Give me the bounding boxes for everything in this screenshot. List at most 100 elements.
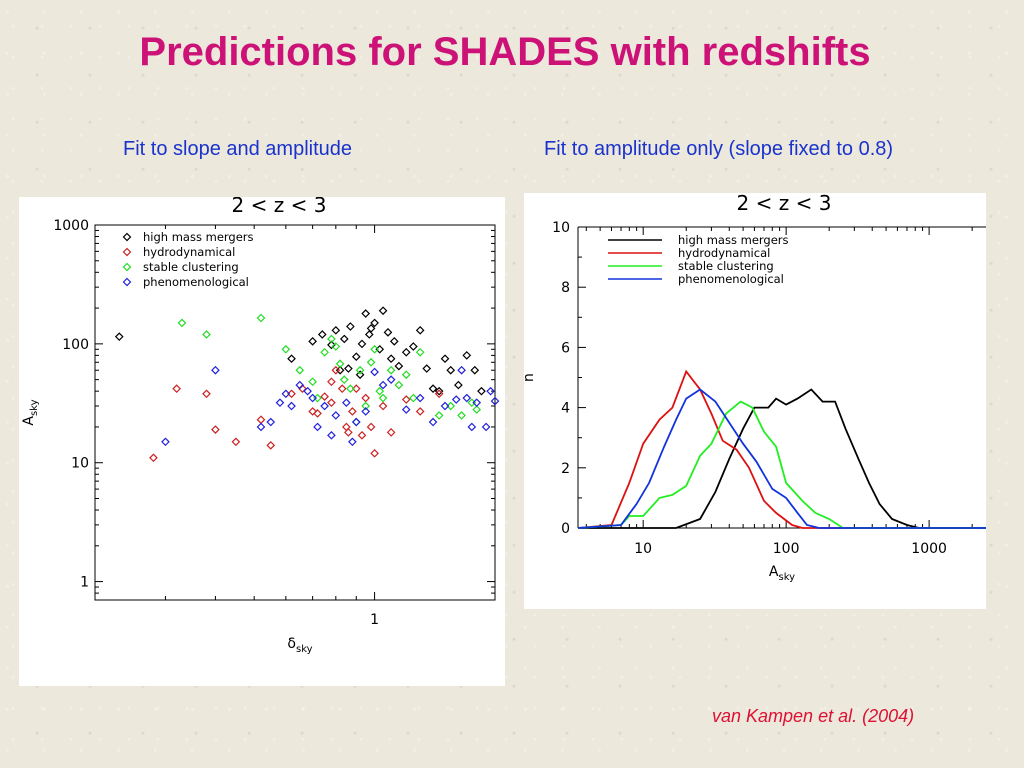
data-point: [454, 380, 463, 390]
data-point: [281, 344, 291, 354]
legend-marker: [122, 262, 132, 272]
y-tick-label: 10: [552, 220, 570, 236]
data-point: [457, 411, 466, 420]
data-point: [177, 318, 187, 328]
data-point: [308, 393, 317, 403]
data-point: [375, 386, 385, 396]
series-line: [578, 388, 986, 529]
data-point: [287, 401, 296, 411]
data-point: [337, 384, 347, 393]
data-point: [327, 340, 336, 350]
data-point: [320, 401, 329, 411]
data-point: [339, 334, 349, 344]
data-point: [451, 395, 461, 404]
data-point: [470, 365, 480, 375]
right-chart-caption: Fit to amplitude only (slope fixed to 0.…: [544, 138, 894, 160]
data-point: [409, 393, 418, 403]
data-point: [266, 417, 276, 427]
data-point: [428, 417, 438, 427]
data-point: [401, 347, 411, 357]
data-point: [149, 453, 158, 463]
data-point: [378, 393, 388, 403]
legend-label: high mass mergers: [678, 233, 789, 247]
data-point: [401, 405, 411, 414]
data-point: [331, 342, 341, 351]
data-point: [287, 389, 296, 399]
data-point: [428, 384, 438, 393]
data-point: [401, 370, 411, 380]
data-point: [462, 393, 472, 403]
data-point: [320, 347, 329, 357]
line-chart-title: 2 < z < 3: [737, 193, 832, 215]
data-point: [361, 309, 371, 318]
scatter-chart-panel: 2 < z < 3 1 10 100 1000 1 δsky Asky high mass me…: [19, 197, 505, 686]
data-point: [351, 384, 361, 393]
scatter-chart: 2 < z < 3 1 10 100 1000 1 δsky Asky high mass me…: [21, 197, 500, 655]
data-point: [472, 398, 482, 408]
data-point: [313, 393, 322, 403]
legend-marker: [122, 247, 132, 257]
data-point: [386, 375, 396, 384]
data-point: [256, 422, 266, 432]
slide-title: Predictions for SHADES with redshifts: [139, 30, 871, 74]
y-tick-label: 0: [561, 521, 570, 537]
data-point: [415, 347, 425, 357]
series-line: [577, 388, 986, 529]
data-point: [446, 401, 456, 411]
data-point: [457, 365, 466, 375]
data-point: [327, 398, 336, 408]
data-point: [211, 425, 220, 434]
data-point: [331, 325, 341, 335]
data-point: [394, 361, 404, 371]
data-point: [275, 398, 285, 408]
y-tick-label: 4: [561, 401, 570, 417]
data-point: [383, 327, 393, 337]
data-point: [346, 384, 355, 393]
data-point: [348, 407, 357, 416]
y-axis-label: n: [524, 373, 537, 382]
data-point: [477, 386, 486, 396]
data-point: [378, 380, 388, 390]
data-point: [161, 437, 170, 447]
data-point: [256, 313, 266, 323]
line-chart: 2 < z < 3 0 2 4 6 8 10 10 100 1000 Asky n high mass …: [524, 193, 986, 583]
y-tick-label: 8: [561, 280, 570, 296]
data-point: [281, 389, 291, 399]
x-tick-label: 10: [634, 541, 652, 557]
data-point: [317, 330, 327, 339]
legend-label: hydrodynamical: [678, 246, 770, 260]
legend-label: high mass mergers: [143, 230, 254, 244]
y-tick-label: 6: [561, 340, 570, 356]
x-tick-label: 1000: [911, 541, 947, 557]
data-point: [366, 357, 376, 367]
legend-label: phenomenological: [678, 272, 784, 286]
data-point: [415, 325, 425, 335]
data-point: [370, 344, 379, 354]
data-point: [335, 359, 345, 369]
data-point: [355, 365, 365, 375]
x-tick-label: 100: [773, 541, 800, 557]
data-point: [114, 332, 124, 341]
data-point: [422, 364, 432, 373]
data-point: [357, 339, 367, 349]
data-point: [490, 396, 500, 406]
data-point: [389, 336, 399, 346]
data-point: [366, 422, 376, 432]
data-point: [342, 422, 351, 432]
data-point: [434, 386, 444, 396]
data-point: [357, 430, 367, 440]
data-point: [415, 407, 425, 416]
data-point: [351, 352, 361, 362]
data-point: [331, 365, 341, 375]
y-tick-label: 1000: [53, 218, 89, 234]
legend-label: stable clustering: [143, 260, 239, 274]
scatter-chart-title: 2 < z < 3: [232, 197, 327, 217]
data-point: [308, 336, 317, 346]
data-point: [361, 393, 371, 403]
data-point: [386, 365, 396, 375]
data-point: [344, 364, 353, 373]
data-point: [346, 322, 355, 331]
legend-label: hydrodynamical: [143, 245, 235, 259]
data-point: [394, 380, 404, 390]
data-point: [364, 330, 374, 339]
